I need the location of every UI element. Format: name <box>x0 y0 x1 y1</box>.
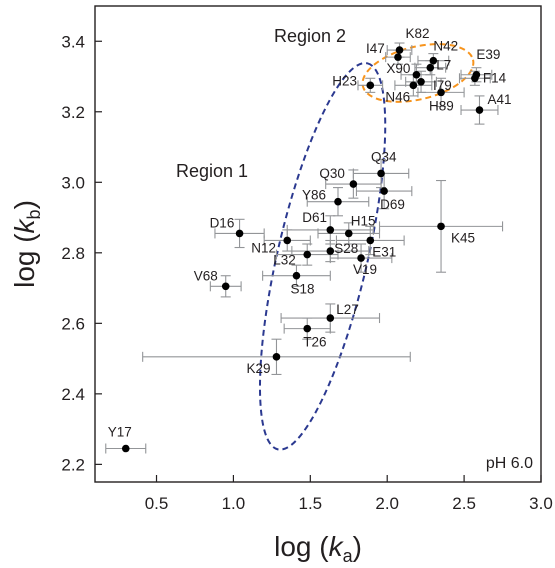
point-label: E31 <box>372 244 396 259</box>
point-label: N12 <box>251 240 276 255</box>
data-point <box>326 314 335 322</box>
point-label: A41 <box>487 92 511 107</box>
data-point <box>334 197 342 206</box>
data-point <box>475 106 484 114</box>
region-labels: Region 1 Region 2 <box>176 26 346 181</box>
x-tick-label: 0.5 <box>145 494 169 513</box>
data-point <box>221 282 230 291</box>
point-labels: Y17 K29 T26 L27 V68 S18 L32 S28 V19 E31 N12 D16 D61 H… <box>108 26 512 439</box>
data-points <box>121 46 484 453</box>
point-label: I47 <box>366 41 385 56</box>
data-point <box>366 81 375 90</box>
point-label: N46 <box>385 89 410 104</box>
data-point <box>357 254 365 262</box>
x-axis-ticks: 0.5 1.0 1.5 2.0 2.5 3.0 <box>145 475 553 513</box>
plot-frame <box>94 5 542 483</box>
y-tick-label: 3.2 <box>61 103 85 122</box>
point-label: X90 <box>386 61 410 76</box>
point-label: Q34 <box>371 149 397 164</box>
point-label: S18 <box>290 282 314 297</box>
point-label: D69 <box>380 197 405 212</box>
data-point <box>380 187 388 195</box>
x-tick-label: 2.0 <box>375 494 399 513</box>
point-label: V19 <box>353 262 377 277</box>
point-label: L27 <box>336 302 359 317</box>
x-tick-label: 2.5 <box>452 494 476 513</box>
y-tick-label: 3.4 <box>61 32 85 51</box>
data-point <box>326 247 335 255</box>
y-tick-label: 3.0 <box>61 173 85 192</box>
point-label: E39 <box>476 47 500 62</box>
point-label: S28 <box>334 241 358 256</box>
ph-annotation: pH 6.0 <box>486 455 533 472</box>
point-label: H23 <box>332 73 357 88</box>
data-point <box>235 229 244 238</box>
point-label: I79 <box>433 78 452 93</box>
point-label: T26 <box>303 335 326 350</box>
x-axis-title: log (ka) <box>274 531 362 566</box>
point-label: Q30 <box>319 166 345 181</box>
point-label: L32 <box>273 253 296 268</box>
data-point <box>377 169 385 178</box>
y-axis-title: log (kb) <box>9 200 44 288</box>
data-point <box>412 70 421 79</box>
x-tick-label: 1.0 <box>222 494 246 513</box>
point-label: F14 <box>483 70 507 85</box>
y-axis-ticks: 2.2 2.4 2.6 2.8 3.0 3.2 3.4 <box>61 32 102 474</box>
data-point <box>409 81 418 90</box>
data-point <box>366 236 375 245</box>
point-label: L7 <box>436 58 451 73</box>
data-point <box>426 63 435 72</box>
y-tick-label: 2.8 <box>61 244 85 263</box>
point-label: D16 <box>210 215 235 230</box>
region-label: Region 1 <box>176 161 248 181</box>
point-label: K29 <box>246 361 270 376</box>
data-point <box>121 444 130 453</box>
y-tick-label: 2.6 <box>61 314 85 333</box>
data-point <box>272 353 281 361</box>
data-point <box>349 180 358 188</box>
region-ellipse <box>258 62 387 451</box>
point-label: V68 <box>194 268 218 283</box>
data-point <box>417 78 425 86</box>
data-point <box>472 70 481 79</box>
point-label: H89 <box>429 98 454 113</box>
data-point <box>283 236 292 245</box>
data-point <box>344 229 353 238</box>
point-label: N42 <box>433 39 458 54</box>
x-tick-label: 3.0 <box>529 494 553 513</box>
point-label: Y86 <box>302 188 326 203</box>
y-tick-label: 2.2 <box>61 455 85 474</box>
data-point <box>437 88 445 97</box>
region-label: Region 2 <box>274 26 346 46</box>
data-point <box>303 250 312 259</box>
data-point <box>326 226 335 234</box>
data-point <box>394 53 402 61</box>
data-point <box>437 222 445 231</box>
point-label: Y17 <box>108 425 132 440</box>
x-tick-label: 1.5 <box>298 494 322 513</box>
data-point <box>292 271 301 280</box>
point-label: D61 <box>302 210 327 225</box>
data-point <box>429 56 438 65</box>
point-label: H15 <box>351 213 376 228</box>
point-label: K82 <box>406 26 430 41</box>
data-point <box>303 324 312 333</box>
point-label: K45 <box>451 230 475 245</box>
y-tick-label: 2.4 <box>61 385 85 404</box>
data-point <box>395 46 404 54</box>
